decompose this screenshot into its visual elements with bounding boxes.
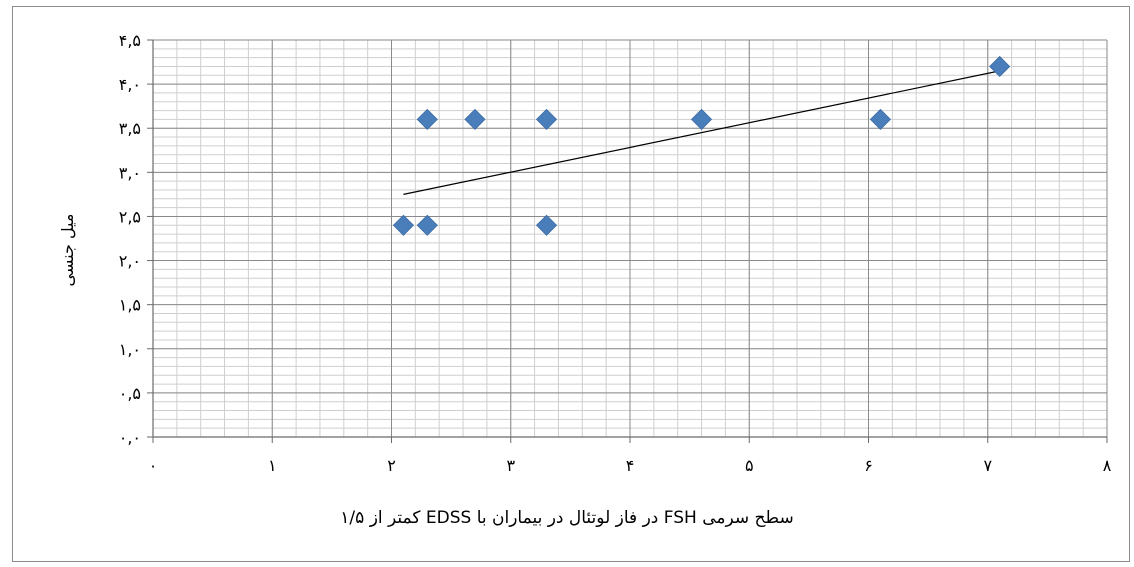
x-tick-label: ۳ <box>506 456 515 475</box>
data-point <box>989 55 1011 78</box>
y-tick-label: ۲,۵ <box>119 207 141 226</box>
data-point <box>869 108 891 130</box>
y-tick-label: ۰,۵ <box>119 384 141 403</box>
y-tick-label: ۲,۰ <box>119 252 141 271</box>
y-tick-label: ۴,۰ <box>119 75 141 94</box>
y-tick-label: ۳,۵ <box>119 119 141 138</box>
y-tick-label: ۴,۵ <box>119 31 141 50</box>
x-tick-label: ۶ <box>864 456 873 475</box>
data-point <box>416 108 438 130</box>
data-point <box>535 214 558 236</box>
trendline <box>403 70 1000 195</box>
data-point <box>464 108 486 130</box>
y-tick-label: ۰,۰ <box>119 428 141 447</box>
chart-frame <box>12 6 1130 562</box>
x-tick-label: ۷ <box>983 456 992 475</box>
y-tick-label: ۳,۰ <box>119 163 141 182</box>
data-point <box>392 214 414 236</box>
x-tick-label: ۲ <box>387 456 396 475</box>
x-tick-label: ۰ <box>149 456 158 475</box>
x-axis-title: سطح سرمی FSH در فاز لوتئال در بیماران با… <box>340 508 794 528</box>
data-point <box>690 108 713 130</box>
data-point <box>416 214 438 236</box>
y-tick-label: ۱,۵ <box>119 296 141 315</box>
x-tick-label: ۸ <box>1103 456 1112 475</box>
y-axis-title: میل جنسی <box>58 213 77 287</box>
x-tick-label: ۵ <box>745 456 754 475</box>
data-point <box>535 108 558 130</box>
x-tick-label: ۴ <box>626 456 635 475</box>
y-tick-label: ۱,۰ <box>119 340 141 359</box>
x-tick-label: ۱ <box>268 456 277 475</box>
